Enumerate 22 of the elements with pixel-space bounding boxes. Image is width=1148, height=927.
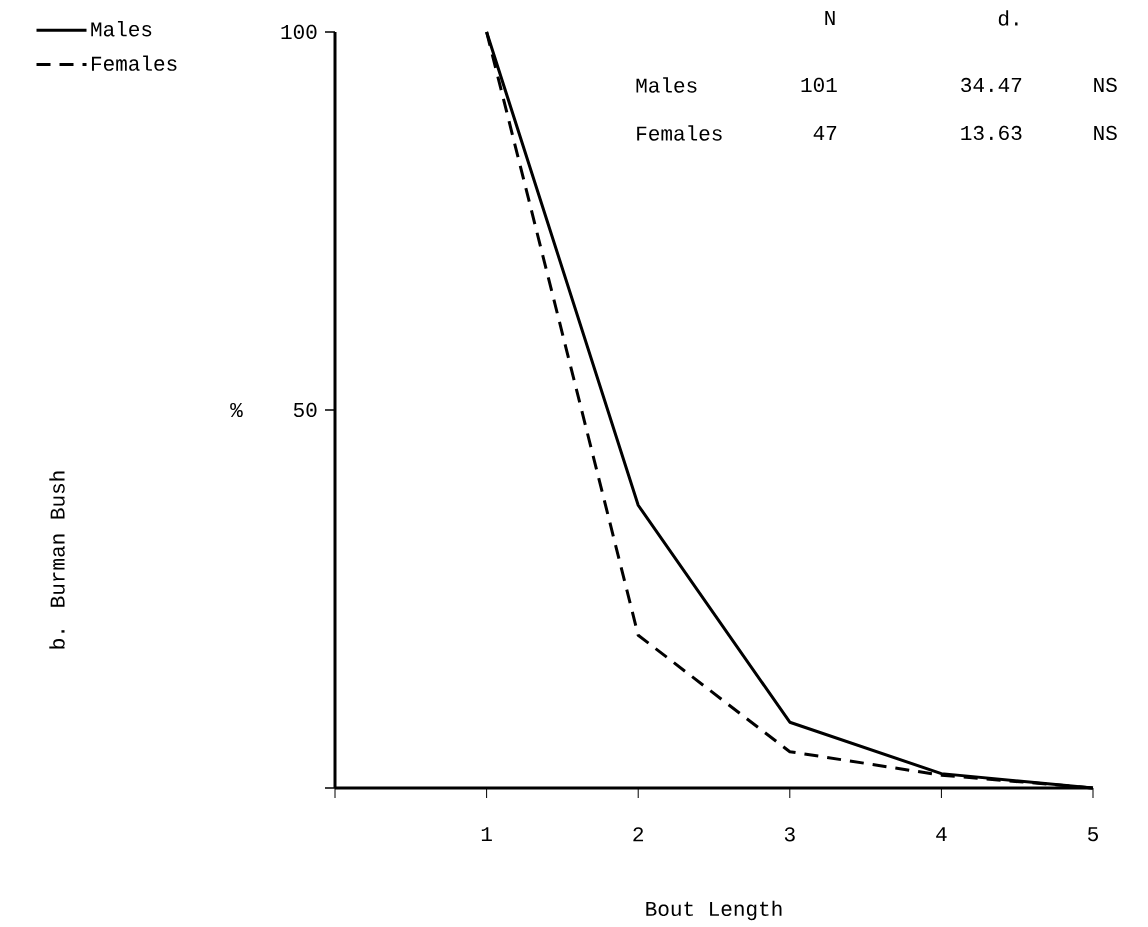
x-tick-label: 1	[481, 827, 492, 841]
text: N	[825, 10, 835, 25]
y-axis-title: %	[230, 402, 243, 417]
x-tick-label: 4	[936, 827, 947, 841]
annotation: 101	[801, 77, 837, 93]
text: NS	[1094, 77, 1117, 93]
annotation: Males	[636, 77, 697, 93]
x-tick-label: 2	[633, 827, 644, 842]
legend-label: Females	[92, 55, 177, 71]
x-tick-label: 5	[1088, 827, 1098, 842]
annotation: 47	[813, 125, 837, 140]
x-tick-label: 3	[784, 827, 795, 842]
text: NS	[1094, 125, 1117, 141]
y-tick-label: 100	[281, 24, 317, 40]
annotation: 13.63	[961, 125, 1022, 141]
y-tick-label: 50	[293, 402, 317, 418]
legend-label: Males	[91, 20, 152, 37]
annotation: Females	[637, 125, 722, 141]
text: b. Burman Bush	[49, 471, 65, 649]
annotation: 34.47	[961, 77, 1022, 93]
x-axis-title: Bout Length	[646, 900, 782, 921]
text: d.	[998, 10, 1018, 26]
